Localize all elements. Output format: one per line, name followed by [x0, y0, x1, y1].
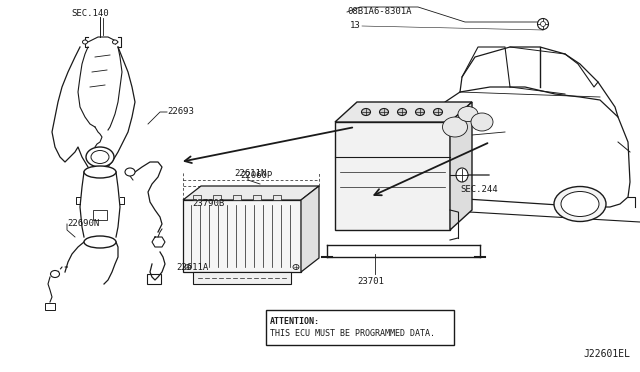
Ellipse shape: [442, 117, 467, 137]
Ellipse shape: [458, 106, 478, 122]
Bar: [193, 272, 291, 284]
Ellipse shape: [456, 168, 468, 182]
Ellipse shape: [84, 236, 116, 248]
Bar: [147, 274, 161, 284]
Bar: [183, 200, 301, 272]
Ellipse shape: [84, 166, 116, 178]
Text: 13: 13: [350, 22, 361, 31]
Ellipse shape: [380, 109, 388, 115]
Ellipse shape: [125, 168, 135, 176]
Ellipse shape: [113, 40, 118, 44]
Bar: [233, 195, 241, 200]
Ellipse shape: [554, 186, 606, 221]
Polygon shape: [450, 102, 472, 230]
Bar: [335, 122, 450, 230]
Ellipse shape: [83, 40, 88, 44]
Ellipse shape: [185, 264, 191, 269]
Ellipse shape: [538, 19, 548, 29]
Polygon shape: [301, 186, 319, 272]
Bar: [45, 303, 55, 310]
Ellipse shape: [397, 109, 406, 115]
Polygon shape: [183, 186, 319, 200]
Bar: [266, 310, 454, 345]
Bar: [213, 195, 221, 200]
Text: 23790B: 23790B: [192, 199, 224, 208]
Text: 08B1A6-8301A: 08B1A6-8301A: [347, 7, 412, 16]
Text: SEC.140: SEC.140: [71, 10, 109, 19]
Bar: [253, 195, 261, 200]
Ellipse shape: [86, 147, 114, 167]
Text: 22060P: 22060P: [240, 170, 272, 180]
Text: 22611A: 22611A: [176, 263, 208, 272]
Ellipse shape: [561, 192, 599, 217]
Text: 23701: 23701: [357, 278, 384, 286]
Text: 22611N: 22611N: [234, 170, 266, 179]
Ellipse shape: [433, 109, 442, 115]
Ellipse shape: [362, 109, 371, 115]
Text: ATTENTION:: ATTENTION:: [269, 317, 319, 326]
Bar: [273, 195, 281, 200]
Ellipse shape: [91, 151, 109, 164]
Bar: [93, 210, 107, 220]
Bar: [193, 195, 201, 200]
Text: SEC.244: SEC.244: [460, 186, 498, 195]
Polygon shape: [335, 102, 472, 122]
Text: 22690N: 22690N: [67, 219, 99, 228]
Text: THIS ECU MUST BE PROGRAMMED DATA.: THIS ECU MUST BE PROGRAMMED DATA.: [269, 329, 435, 338]
Ellipse shape: [51, 270, 60, 278]
Ellipse shape: [471, 113, 493, 131]
Ellipse shape: [415, 109, 424, 115]
Text: J22601EL: J22601EL: [583, 349, 630, 359]
Ellipse shape: [293, 264, 299, 269]
Text: 22693: 22693: [167, 108, 194, 116]
Ellipse shape: [541, 22, 545, 26]
